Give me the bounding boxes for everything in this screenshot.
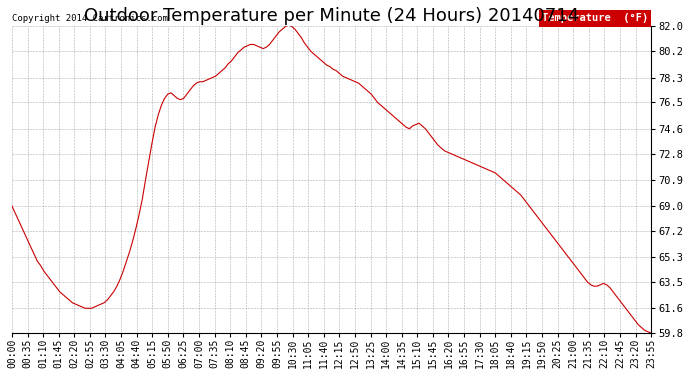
Text: Copyright 2014 Cartronics.com: Copyright 2014 Cartronics.com [12,14,168,23]
Text: Temperature  (°F): Temperature (°F) [542,13,648,23]
Title: Outdoor Temperature per Minute (24 Hours) 20140714: Outdoor Temperature per Minute (24 Hours… [84,7,579,25]
